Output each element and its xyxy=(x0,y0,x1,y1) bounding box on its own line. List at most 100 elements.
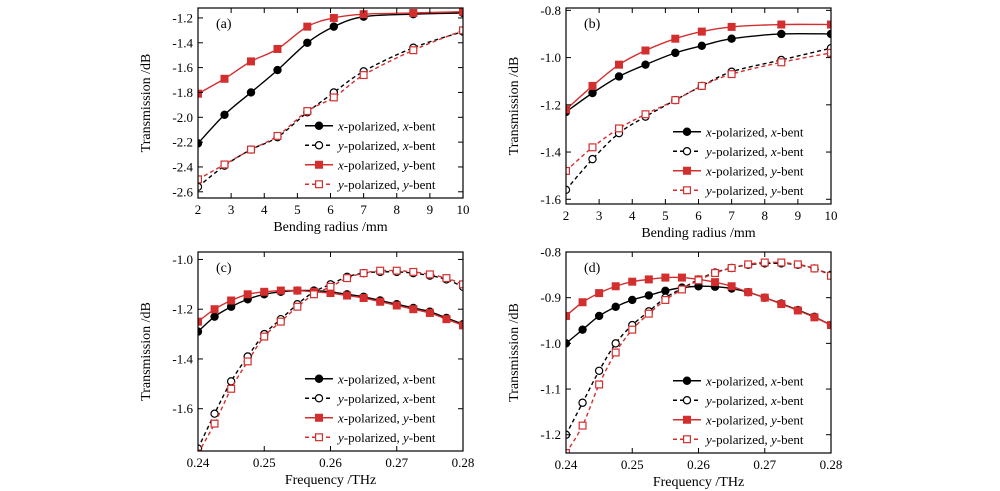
data-point xyxy=(392,266,401,275)
x-tick-label: 7 xyxy=(728,208,735,223)
data-point xyxy=(227,296,236,305)
data-point xyxy=(671,96,680,105)
data-point xyxy=(588,88,597,98)
legend-swatch-marker xyxy=(314,374,324,383)
data-point xyxy=(578,298,587,307)
data-point xyxy=(777,20,786,29)
chart-a: 2 3 4 5 6 7 8 9 10 -2.6 -2.4 -2.2 -2.0 -1.8 -1.6 -1.4 -1… xyxy=(139,7,470,235)
legend: x-polarized, x-bent y-polarized, x-bent x-… xyxy=(305,371,436,445)
data-point xyxy=(744,288,753,297)
legend-label: y-polarized, y-bent xyxy=(704,432,804,447)
y-tick-label: -2.6 xyxy=(172,184,193,199)
legend-swatch-marker xyxy=(682,415,691,424)
data-point xyxy=(442,315,451,324)
y-axis-label: Transmission /dB xyxy=(507,303,522,402)
legend: x-polarized, x-bent y-polarized, x-bent x-… xyxy=(305,118,436,192)
data-point xyxy=(246,88,256,97)
x-tick-label: 4 xyxy=(629,208,636,223)
x-axis-label: Bending radius /mm xyxy=(273,220,387,235)
data-point xyxy=(220,74,229,83)
data-point xyxy=(566,105,570,114)
data-point xyxy=(359,269,368,278)
data-point xyxy=(376,266,385,275)
panel-label: (a) xyxy=(216,17,232,32)
x-tick-label: 8 xyxy=(394,202,401,217)
data-point xyxy=(810,264,819,273)
data-point xyxy=(303,107,312,116)
data-point xyxy=(641,46,650,55)
x-tick-label: 7 xyxy=(360,202,367,217)
data-point xyxy=(303,22,312,31)
data-point xyxy=(594,366,604,375)
data-point xyxy=(260,332,269,341)
data-point xyxy=(425,270,434,279)
data-point xyxy=(276,317,285,326)
data-point xyxy=(442,274,451,283)
data-point xyxy=(227,384,236,393)
data-point xyxy=(777,29,786,39)
legend-item-1: x-polarized, x-bent xyxy=(305,118,436,133)
data-point xyxy=(459,321,463,330)
data-point xyxy=(588,81,597,90)
x-tick-label: 5 xyxy=(294,202,301,217)
data-point xyxy=(220,160,229,169)
legend-label: x-polarized, y-bent xyxy=(705,412,804,427)
data-point xyxy=(628,295,637,305)
data-point xyxy=(777,58,786,67)
x-axis-label: Frequency /THz xyxy=(285,473,376,488)
data-point xyxy=(198,139,203,148)
data-point xyxy=(293,302,302,311)
data-point xyxy=(677,285,686,294)
x-tick-label: 3 xyxy=(228,202,235,217)
data-point xyxy=(727,22,736,31)
plot-area xyxy=(198,266,463,451)
data-point xyxy=(661,286,670,296)
data-point xyxy=(273,131,282,140)
data-point xyxy=(409,46,418,55)
legend-item-1: x-polarized, x-bent xyxy=(305,371,436,386)
data-point xyxy=(566,449,570,453)
x-tick-label: 6 xyxy=(695,208,702,223)
data-point xyxy=(210,312,219,321)
legend-label: y-polarized, x-bent xyxy=(704,144,804,159)
series-line-4 xyxy=(566,52,831,172)
data-point xyxy=(671,34,680,43)
y-tick-label: -1.4 xyxy=(172,35,193,50)
legend-item-3: x-polarized, y-bent xyxy=(673,412,804,427)
x-tick-label: 9 xyxy=(427,202,434,217)
data-point xyxy=(594,311,604,321)
legend-label: x-polarized, x-bent xyxy=(705,124,804,139)
data-point xyxy=(425,308,434,317)
legend-label: x-polarized, y-bent xyxy=(337,157,436,172)
data-point xyxy=(329,13,338,22)
legend-label: x-polarized, x-bent xyxy=(337,371,436,386)
legend-swatch-marker xyxy=(315,433,324,442)
data-point xyxy=(611,282,620,291)
data-point xyxy=(614,60,623,69)
legend-item-4: y-polarized, y-bent xyxy=(305,177,436,192)
y-tick-label: -1.0 xyxy=(540,336,561,351)
legend-swatch-marker xyxy=(314,141,324,150)
data-point xyxy=(595,289,604,298)
data-point xyxy=(727,34,736,43)
data-point xyxy=(760,293,769,302)
legend-swatch-marker xyxy=(315,180,324,189)
x-tick-label: 10 xyxy=(457,202,470,217)
y-tick-label: -1.2 xyxy=(540,97,561,112)
legend-swatch-marker xyxy=(314,121,324,130)
x-tick-label: 0.26 xyxy=(319,455,342,470)
legend-swatch-marker xyxy=(682,147,692,156)
x-tick-label: 0.28 xyxy=(820,457,843,472)
data-point xyxy=(810,313,819,322)
legend-swatch-marker xyxy=(314,394,324,403)
data-point xyxy=(210,409,219,418)
legend-swatch-marker xyxy=(682,376,692,385)
data-point xyxy=(303,38,312,47)
data-point xyxy=(376,297,385,306)
data-point xyxy=(727,282,736,291)
legend-label: x-polarized, x-bent xyxy=(337,118,436,133)
legend-item-3: x-polarized, y-bent xyxy=(305,157,436,172)
data-point xyxy=(409,267,418,276)
data-point xyxy=(359,294,368,303)
plot-area xyxy=(198,8,463,192)
